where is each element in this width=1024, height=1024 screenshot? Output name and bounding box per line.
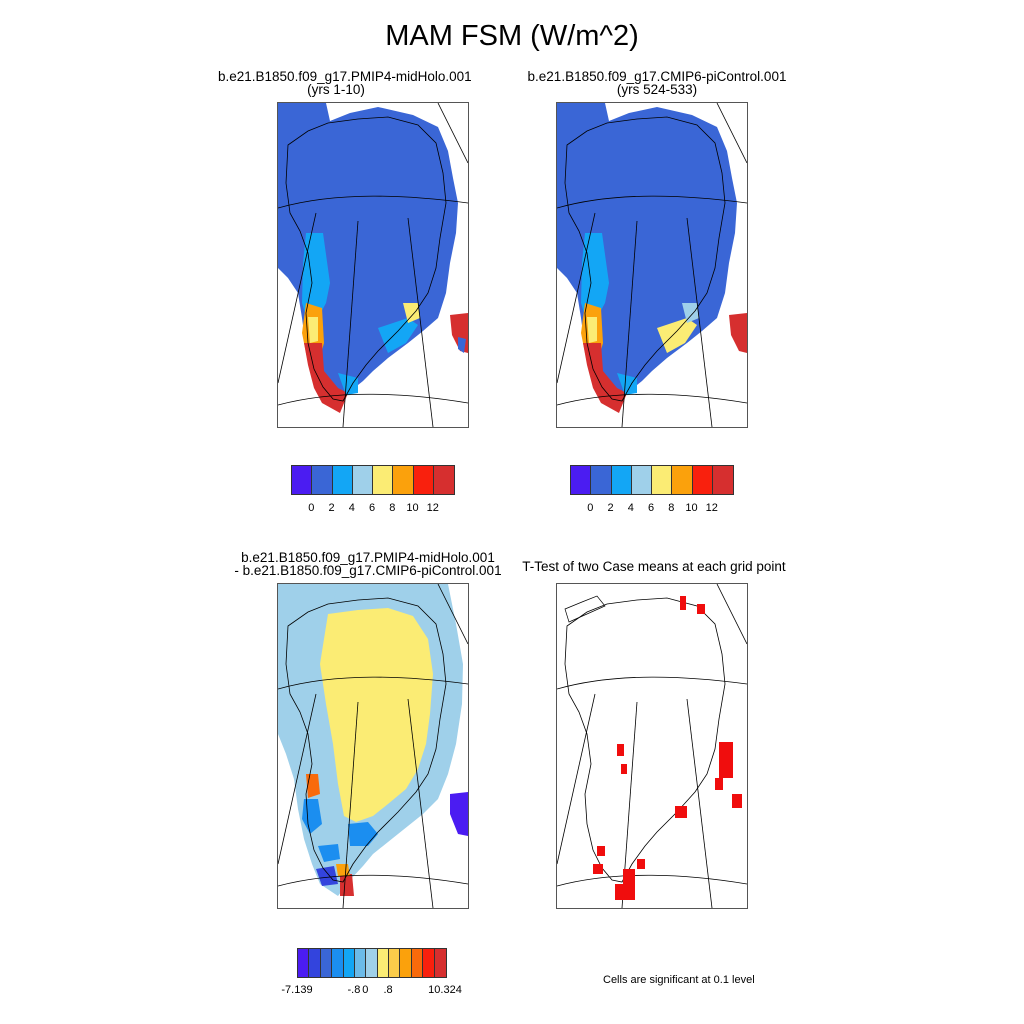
colorbar-tick-label: -7.139 bbox=[281, 984, 313, 996]
colorbar-tick-label: 0 bbox=[362, 984, 369, 996]
panel-ttest-map bbox=[556, 583, 748, 909]
colorbar-tick-label: 0 bbox=[587, 502, 594, 514]
colorbar-midholo bbox=[291, 465, 455, 495]
colorbar-swatch bbox=[377, 949, 389, 977]
colorbar-swatch bbox=[692, 466, 713, 494]
panel-3-title-line1: b.e21.B1850.f09_g17.PMIP4-midHolo.001 bbox=[241, 550, 495, 565]
colorbar-midholo-ticks: 0 2 4 6 8 10 12 bbox=[291, 502, 453, 516]
colorbar-swatch bbox=[411, 949, 424, 977]
colorbar-tick-label: 6 bbox=[647, 502, 655, 514]
colorbar-tick-label: 2 bbox=[607, 502, 614, 514]
colorbar-swatch bbox=[312, 466, 333, 494]
colorbar-tick-label: 10 bbox=[406, 502, 419, 514]
colorbar-swatch bbox=[352, 466, 373, 494]
panel-1-title-line1: b.e21.B1850.f09_g17.PMIP4-midHolo.001 bbox=[218, 69, 472, 84]
colorbar-swatch bbox=[389, 949, 401, 977]
colorbar-difference bbox=[297, 948, 447, 978]
colorbar-tick-label: 10.324 bbox=[428, 984, 462, 996]
colorbar-swatch bbox=[611, 466, 632, 494]
colorbar-swatch bbox=[434, 949, 446, 977]
panel-3-title: b.e21.B1850.f09_g17.PMIP4-midHolo.001 - … bbox=[218, 550, 518, 578]
significant-cells bbox=[593, 596, 742, 900]
colorbar-swatch bbox=[292, 466, 313, 494]
colorbar-swatch bbox=[433, 466, 454, 494]
panel-2-title-line2: (yrs 524-533) bbox=[616, 82, 698, 97]
colorbar-swatch bbox=[672, 466, 693, 494]
colorbar-tick-label: 8 bbox=[389, 502, 396, 514]
colorbar-tick-label: -.8 bbox=[347, 984, 361, 996]
colorbar-tick-label: 12 bbox=[426, 502, 439, 514]
panel-1-title: b.e21.B1850.f09_g17.PMIP4-midHolo.001 (y… bbox=[218, 69, 472, 97]
colorbar-tick-label: 4 bbox=[627, 502, 634, 514]
colorbar-swatch bbox=[631, 466, 652, 494]
panel-2-title-line1: b.e21.B1850.f09_g17.CMIP6-piControl.001 bbox=[527, 69, 787, 84]
colorbar-swatch bbox=[354, 949, 367, 977]
colorbar-swatch bbox=[373, 466, 394, 494]
colorbar-tick-label: 6 bbox=[368, 502, 376, 514]
colorbar-swatch bbox=[366, 949, 378, 977]
colorbar-swatch bbox=[393, 466, 414, 494]
panel-3-title-line2: - b.e21.B1850.f09_g17.CMIP6-piControl.00… bbox=[234, 563, 502, 578]
colorbar-swatch bbox=[400, 949, 412, 977]
panel-4-title: T-Test of two Case means at each grid po… bbox=[506, 559, 802, 574]
panel-difference-map bbox=[277, 583, 469, 909]
colorbar-swatch bbox=[413, 466, 434, 494]
map-ttest bbox=[557, 584, 747, 908]
panel-4-title-line1: T-Test of two Case means at each grid po… bbox=[522, 559, 786, 574]
map-midholo bbox=[278, 103, 468, 427]
panel-picontrol-map bbox=[556, 102, 748, 428]
colorbar-swatch bbox=[712, 466, 733, 494]
panel-2-title: b.e21.B1850.f09_g17.CMIP6-piControl.001 … bbox=[512, 69, 802, 97]
colorbar-swatch bbox=[343, 949, 355, 977]
panel-1-title-line2: (yrs 1-10) bbox=[307, 82, 365, 97]
colorbar-swatch bbox=[332, 949, 344, 977]
map-difference bbox=[278, 584, 468, 908]
colorbar-swatch bbox=[652, 466, 673, 494]
colorbar-swatch bbox=[309, 949, 321, 977]
map-picontrol bbox=[557, 103, 747, 427]
significance-note: Cells are significant at 0.1 level bbox=[603, 974, 755, 986]
colorbar-tick-label: 4 bbox=[348, 502, 355, 514]
colorbar-tick-label: .8 bbox=[383, 984, 393, 996]
colorbar-swatch bbox=[332, 466, 353, 494]
colorbar-tick-label: 10 bbox=[685, 502, 698, 514]
colorbar-tick-label: 2 bbox=[328, 502, 335, 514]
colorbar-swatch bbox=[298, 949, 310, 977]
colorbar-swatch bbox=[591, 466, 612, 494]
figure-title: MAM FSM (W/m^2) bbox=[385, 20, 639, 52]
colorbar-picontrol-ticks: 0 2 4 6 8 10 12 bbox=[570, 502, 732, 516]
colorbar-swatch bbox=[423, 949, 435, 977]
panel-midholo-map bbox=[277, 102, 469, 428]
colorbar-tick-label: 8 bbox=[668, 502, 675, 514]
colorbar-picontrol bbox=[570, 465, 734, 495]
colorbar-swatch bbox=[320, 949, 333, 977]
colorbar-swatch bbox=[571, 466, 592, 494]
colorbar-tick-label: 0 bbox=[308, 502, 315, 514]
colorbar-tick-label: 12 bbox=[705, 502, 718, 514]
colorbar-difference-ticks: -7.139 -.8 0 .8 10.324 bbox=[281, 984, 461, 998]
